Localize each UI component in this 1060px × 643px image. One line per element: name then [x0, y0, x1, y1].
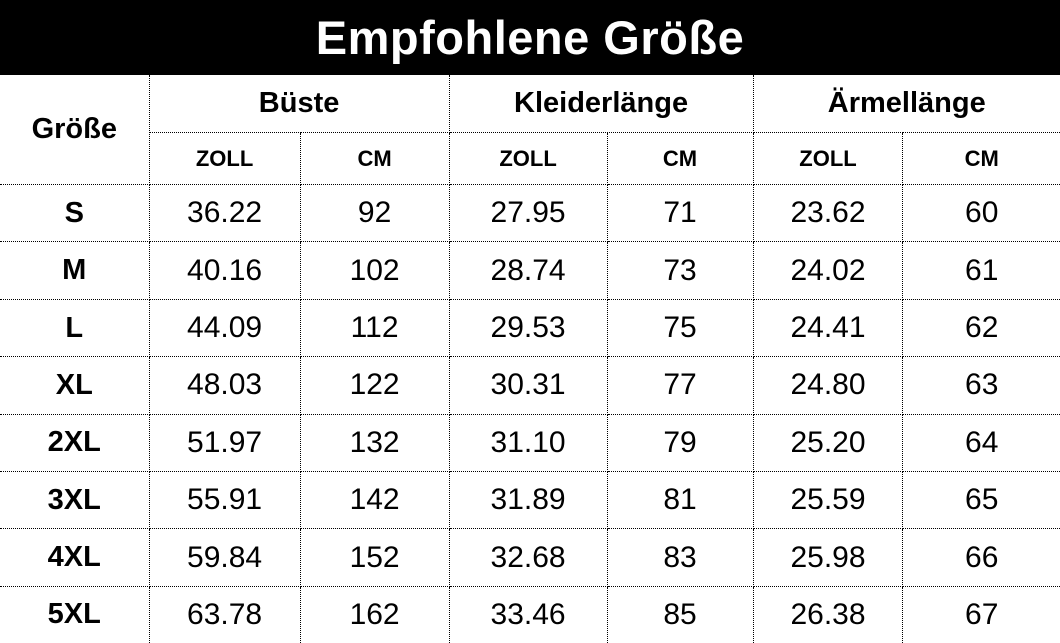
- value-cell: 23.62: [752, 183, 904, 243]
- size-cell: 3XL: [0, 471, 150, 530]
- value-cell: 102: [299, 241, 450, 300]
- value-cell: 66: [902, 528, 1060, 587]
- value-cell: 75: [606, 298, 754, 358]
- table-row-5xl: 5XL 63.78 162 33.46 85 26.38 67: [0, 585, 1060, 643]
- value-cell: 28.74: [448, 241, 608, 300]
- value-cell: 25.20: [752, 413, 904, 473]
- table-row-s: S 36.22 92 27.95 71 23.62 60: [0, 183, 1060, 243]
- value-cell: 65: [902, 471, 1060, 530]
- size-cell: XL: [0, 356, 150, 415]
- size-cell: L: [0, 298, 150, 358]
- table-row-4xl: 4XL 59.84 152 32.68 83 25.98 66: [0, 528, 1060, 587]
- value-cell: 40.16: [148, 241, 301, 300]
- value-cell: 92: [299, 183, 450, 243]
- value-cell: 25.59: [752, 471, 904, 530]
- unit-header-aermellaenge-cm: CM: [902, 132, 1060, 185]
- value-cell: 73: [606, 241, 754, 300]
- value-cell: 30.31: [448, 356, 608, 415]
- table-row-l: L 44.09 112 29.53 75 24.41 62: [0, 298, 1060, 358]
- value-cell: 81: [606, 471, 754, 530]
- value-cell: 61: [902, 241, 1060, 300]
- column-group-kleiderlaenge: Kleiderlänge: [448, 75, 754, 133]
- unit-header-bueste-cm: CM: [299, 132, 450, 185]
- size-cell: 4XL: [0, 528, 150, 587]
- value-cell: 44.09: [148, 298, 301, 358]
- value-cell: 36.22: [148, 183, 301, 243]
- value-cell: 63.78: [148, 585, 301, 643]
- value-cell: 24.02: [752, 241, 904, 300]
- value-cell: 25.98: [752, 528, 904, 587]
- size-table: Größe Büste Kleiderlänge Ärmellänge ZOLL…: [0, 75, 1060, 643]
- group-header-row: Größe Büste Kleiderlänge Ärmellänge: [0, 75, 1060, 185]
- value-cell: 162: [299, 585, 450, 643]
- unit-header-kleiderlaenge-zoll: ZOLL: [448, 132, 608, 185]
- value-cell: 32.68: [448, 528, 608, 587]
- unit-header-row: ZOLL CM ZOLL CM ZOLL CM: [0, 132, 1060, 185]
- value-cell: 27.95: [448, 183, 608, 243]
- value-cell: 31.10: [448, 413, 608, 473]
- column-group-aermellaenge: Ärmellänge: [752, 75, 1060, 133]
- unit-header-bueste-zoll: ZOLL: [149, 132, 301, 185]
- value-cell: 85: [606, 585, 754, 643]
- value-cell: 152: [299, 528, 450, 587]
- table-row-2xl: 2XL 51.97 132 31.10 79 25.20 64: [0, 413, 1060, 473]
- table-row-xl: XL 48.03 122 30.31 77 24.80 63: [0, 356, 1060, 415]
- column-group-bueste: Büste: [148, 75, 450, 133]
- table-row-m: M 40.16 102 28.74 73 24.02 61: [0, 241, 1060, 300]
- size-cell: 2XL: [0, 413, 150, 473]
- value-cell: 132: [299, 413, 450, 473]
- value-cell: 26.38: [752, 585, 904, 643]
- value-cell: 55.91: [148, 471, 301, 530]
- value-cell: 112: [299, 298, 450, 358]
- size-cell: M: [0, 241, 150, 300]
- value-cell: 59.84: [148, 528, 301, 587]
- value-cell: 142: [299, 471, 450, 530]
- table-row-3xl: 3XL 55.91 142 31.89 81 25.59 65: [0, 471, 1060, 530]
- value-cell: 24.41: [752, 298, 904, 358]
- column-header-groesse: Größe: [0, 75, 150, 185]
- value-cell: 63: [902, 356, 1060, 415]
- page-title: Empfohlene Größe: [315, 11, 745, 64]
- value-cell: 51.97: [148, 413, 301, 473]
- value-cell: 31.89: [448, 471, 608, 530]
- value-cell: 77: [606, 356, 754, 415]
- title-bar: Empfohlene Größe: [0, 0, 1060, 75]
- size-cell: 5XL: [0, 585, 150, 643]
- value-cell: 64: [902, 413, 1060, 473]
- value-cell: 60: [902, 183, 1060, 243]
- value-cell: 122: [299, 356, 450, 415]
- value-cell: 29.53: [448, 298, 608, 358]
- unit-header-kleiderlaenge-cm: CM: [606, 132, 754, 185]
- value-cell: 71: [606, 183, 754, 243]
- value-cell: 83: [606, 528, 754, 587]
- value-cell: 67: [902, 585, 1060, 643]
- unit-header-aermellaenge-zoll: ZOLL: [752, 132, 904, 185]
- value-cell: 33.46: [448, 585, 608, 643]
- size-cell: S: [0, 183, 150, 243]
- value-cell: 79: [606, 413, 754, 473]
- value-cell: 62: [902, 298, 1060, 358]
- value-cell: 24.80: [752, 356, 904, 415]
- value-cell: 48.03: [148, 356, 301, 415]
